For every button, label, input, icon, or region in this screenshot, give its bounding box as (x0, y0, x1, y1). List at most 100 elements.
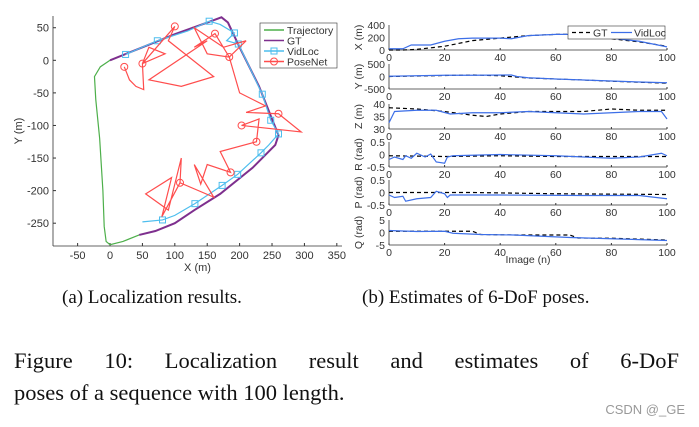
y-axis-label: P (rad) (353, 177, 365, 209)
legend-label-trajectory: Trajectory (287, 25, 334, 37)
x-tick-label: 40 (494, 207, 506, 219)
figure-caption-line-2: poses of a sequence with 100 length. (14, 380, 345, 405)
vidloc-marker (234, 170, 242, 178)
x-tick-label: 0 (386, 52, 392, 64)
x-tick-label: 300 (295, 250, 313, 262)
posenet-marker (120, 62, 129, 71)
y-tick-label: -5 (376, 240, 385, 252)
gt-series-line (388, 155, 667, 158)
x-tick-label: 40 (494, 91, 506, 103)
y-tick-label: 0 (379, 72, 385, 84)
y-tick-label: 0 (379, 228, 385, 240)
x-tick-label: 80 (606, 131, 618, 143)
x-tick-label: 40 (494, 131, 506, 143)
posenet-marker (252, 137, 261, 146)
y-tick-label: 35 (373, 112, 385, 124)
vidloc-series-line (388, 152, 668, 164)
vidloc-marker (218, 181, 226, 189)
vidloc-series-line (388, 109, 668, 124)
vidloc-marker (258, 90, 266, 98)
vidloc-marker (274, 130, 282, 138)
x-tick-label: 100 (166, 250, 184, 262)
vidloc-series-line (125, 20, 280, 223)
vidloc-marker (153, 37, 161, 45)
y-tick-label: -50 (33, 88, 49, 100)
gt-series-line (389, 33, 668, 51)
x-tick-label: 20 (439, 91, 451, 103)
y-tick-label: 0 (379, 150, 385, 162)
y-tick-label: -200 (27, 186, 49, 198)
x-tick-label: 60 (550, 52, 562, 64)
posenet-marker (170, 22, 179, 31)
y-tick-label: 0 (379, 188, 385, 200)
vidloc-series-line (388, 190, 668, 202)
localization-chart: -50 0 50 100 150 200 250 300 350 50 0 -50 -100 -150 -2… (13, 16, 346, 274)
y-tick-label: 0.5 (370, 175, 385, 187)
posenet-marker (176, 178, 185, 187)
x-tick-label: 60 (550, 131, 562, 143)
watermark: CSDN @_GE (605, 402, 685, 417)
x-tick-label: 0 (386, 247, 392, 259)
y-axis-label: Z (m) (353, 104, 365, 129)
legend-label-vidloc: VidLoc (287, 46, 319, 58)
vidloc-marker (122, 50, 130, 58)
x-tick-label: -50 (70, 250, 86, 262)
y-axis-label: Y (m) (13, 118, 25, 145)
y-tick-label: 0.5 (370, 137, 385, 149)
legend-marker-vidloc (270, 47, 278, 55)
y-tick-label: -0.5 (367, 200, 385, 212)
vidloc-marker (257, 149, 265, 157)
posenet-marker (210, 29, 219, 38)
y-tick-label: -250 (27, 218, 49, 230)
caption-a: (a) Localization results. (62, 287, 242, 308)
vidloc-series-line (388, 229, 668, 242)
figure-caption-line-1: Figure 10: Localization result and estim… (14, 348, 679, 373)
legend-marker-posenet (270, 57, 278, 66)
y-tick-label: -0.5 (367, 162, 385, 174)
x-tick-label: 200 (230, 250, 248, 262)
vidloc-marker (159, 216, 167, 224)
x-axis-label: Image (n) (506, 254, 551, 266)
legend-label-posenet: PoseNet (287, 57, 327, 69)
y-tick-label: 400 (367, 20, 385, 32)
y-axis-label: Y (m) (353, 64, 365, 89)
x-tick-label: 100 (658, 131, 676, 143)
figure-caption: Figure 10: Localization result and estim… (14, 345, 679, 409)
x-tick-label: 0 (386, 169, 392, 181)
y-axis-label: Q (rad) (353, 216, 365, 249)
y-tick-label: -100 (27, 120, 49, 132)
y-tick-label: -500 (364, 84, 385, 96)
x-tick-label: 20 (439, 247, 451, 259)
y-tick-label: 200 (367, 33, 385, 45)
x-tick-label: 0 (386, 91, 392, 103)
x-tick-label: 40 (494, 52, 506, 64)
x-tick-label: 80 (606, 207, 618, 219)
x-tick-label: 60 (550, 169, 562, 181)
posenet-marker (237, 121, 246, 130)
posenet-marker (138, 59, 147, 68)
x-tick-label: 20 (439, 207, 451, 219)
x-tick-label: 100 (658, 207, 676, 219)
x-axis-label: X (m) (184, 262, 211, 274)
x-tick-label: 40 (494, 247, 506, 259)
x-tick-label: 80 (606, 247, 618, 259)
legend: GT VidLoc (567, 25, 666, 40)
vidloc-marker (205, 17, 213, 25)
vidloc-marker (191, 200, 199, 208)
x-tick-label: 100 (658, 52, 676, 64)
x-tick-label: 0 (386, 207, 392, 219)
gt-series-line (389, 191, 668, 196)
x-tick-label: 60 (550, 247, 562, 259)
y-axis-label: X (m) (353, 25, 365, 51)
legend-label-gt: GT (593, 28, 608, 40)
x-tick-label: 350 (328, 250, 346, 262)
posenet-marker (225, 53, 234, 62)
trajectory-series-line (93, 59, 140, 246)
